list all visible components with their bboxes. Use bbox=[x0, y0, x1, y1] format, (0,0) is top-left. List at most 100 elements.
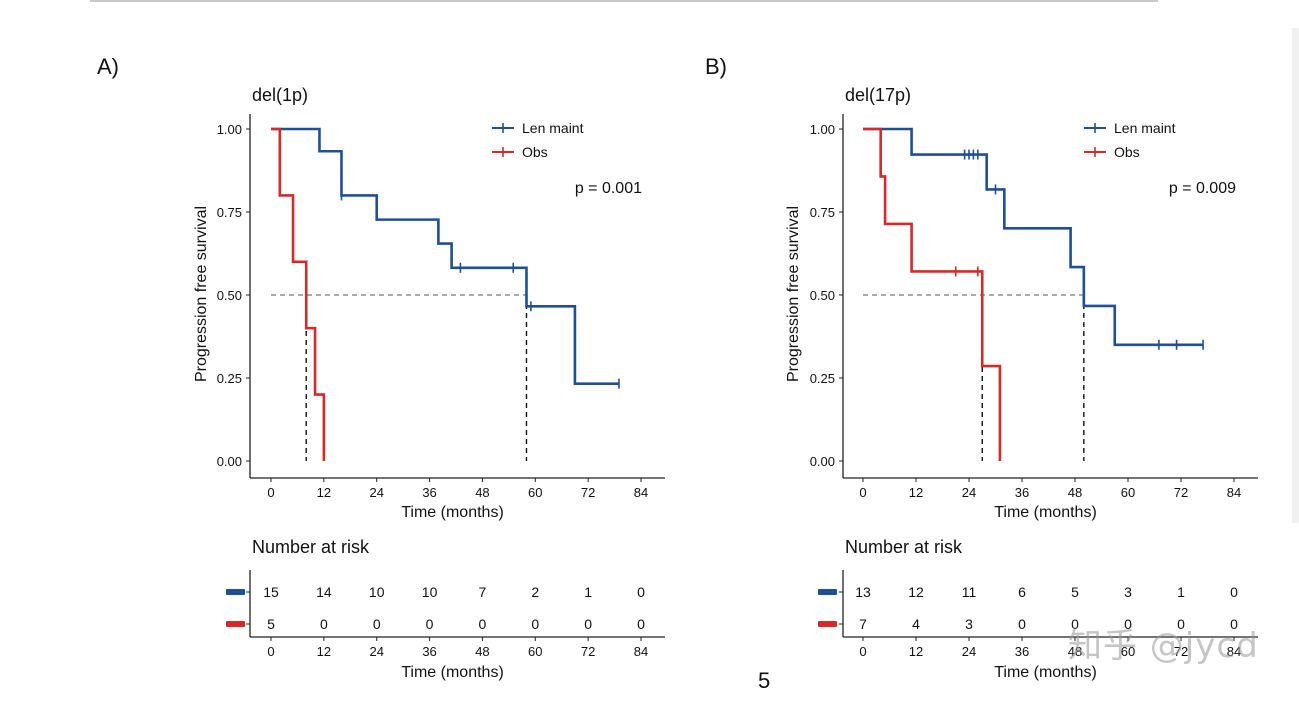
risk-count: 5 bbox=[1071, 584, 1079, 600]
risk-count: 7 bbox=[479, 584, 487, 600]
risk-count: 0 bbox=[479, 616, 487, 632]
x-tick-label: 48 bbox=[475, 485, 489, 500]
risk-count: 0 bbox=[426, 616, 434, 632]
legend-label: Obs bbox=[1114, 144, 1140, 160]
risk-x-tick-label: 12 bbox=[909, 644, 923, 659]
risk-x-axis-label: Time (months) bbox=[994, 664, 1097, 681]
p-value-annotation: p = 0.009 bbox=[1169, 180, 1236, 197]
risk-x-tick-label: 12 bbox=[317, 644, 331, 659]
x-tick-label: 48 bbox=[1068, 485, 1082, 500]
risk-x-tick-label: 60 bbox=[528, 644, 542, 659]
p-value-annotation: p = 0.001 bbox=[575, 180, 642, 197]
x-tick-label: 24 bbox=[962, 485, 976, 500]
risk-count: 11 bbox=[962, 584, 977, 600]
risk-count: 13 bbox=[855, 584, 871, 600]
risk-count: 12 bbox=[908, 584, 924, 600]
risk-count: 3 bbox=[965, 616, 973, 632]
x-tick-label: 36 bbox=[422, 485, 436, 500]
y-tick-label: 0.00 bbox=[217, 454, 242, 469]
survival-curve-obs bbox=[863, 127, 1002, 461]
y-tick-label: 0.25 bbox=[217, 371, 242, 386]
top-rule bbox=[90, 0, 1158, 2]
risk-count: 1 bbox=[1177, 584, 1185, 600]
risk-count: 0 bbox=[373, 616, 381, 632]
risk-count: 0 bbox=[637, 584, 645, 600]
risk-x-tick-label: 60 bbox=[1121, 644, 1135, 659]
risk-count: 14 bbox=[316, 584, 332, 600]
survival-curve-obs bbox=[271, 127, 326, 461]
survival-curve-len-maint bbox=[863, 127, 1204, 347]
risk-row-swatch bbox=[226, 589, 245, 595]
x-tick-label: 72 bbox=[581, 485, 595, 500]
risk-count: 7 bbox=[859, 616, 867, 632]
risk-count: 0 bbox=[531, 616, 539, 632]
risk-x-tick-label: 0 bbox=[267, 644, 274, 659]
x-tick-label: 84 bbox=[634, 485, 648, 500]
risk-x-tick-label: 24 bbox=[962, 644, 976, 659]
risk-x-tick-label: 0 bbox=[859, 644, 866, 659]
risk-row-swatch bbox=[226, 621, 245, 627]
x-tick-label: 12 bbox=[909, 485, 923, 500]
risk-count: 15 bbox=[263, 584, 279, 600]
panel-label: A) bbox=[97, 54, 119, 79]
watermark-text: 知乎 @jycd bbox=[1068, 626, 1259, 666]
y-tick-label: 1.00 bbox=[217, 122, 242, 137]
x-tick-label: 72 bbox=[1174, 485, 1188, 500]
risk-count: 3 bbox=[1124, 584, 1132, 600]
risk-count: 6 bbox=[1018, 584, 1026, 600]
risk-x-tick-label: 36 bbox=[422, 644, 436, 659]
km-panel-b: B)del(17p)0.000.250.500.751.000 12 24 36 48 6… bbox=[705, 54, 1258, 681]
risk-x-tick-label: 36 bbox=[1015, 644, 1029, 659]
x-tick-label: 60 bbox=[528, 485, 542, 500]
x-tick-label: 24 bbox=[369, 485, 383, 500]
risk-x-axis-label: Time (months) bbox=[401, 664, 504, 681]
risk-x-tick-label: 48 bbox=[475, 644, 489, 659]
risk-count: 0 bbox=[1230, 616, 1238, 632]
risk-x-tick-label: 84 bbox=[634, 644, 648, 659]
x-tick-label: 0 bbox=[267, 485, 274, 500]
x-tick-label: 12 bbox=[317, 485, 331, 500]
risk-count: 10 bbox=[369, 584, 385, 600]
risk-count: 0 bbox=[320, 616, 328, 632]
panel-label: B) bbox=[705, 54, 727, 79]
page-number: 5 bbox=[758, 668, 771, 693]
risk-count: 0 bbox=[1124, 616, 1132, 632]
risk-table-title: Number at risk bbox=[252, 537, 370, 557]
survival-curve-len-maint bbox=[271, 127, 619, 385]
legend-label: Len maint bbox=[1114, 120, 1176, 136]
x-tick-label: 60 bbox=[1121, 485, 1135, 500]
y-tick-label: 0.00 bbox=[810, 454, 835, 469]
risk-count: 0 bbox=[637, 616, 645, 632]
y-tick-label: 0.25 bbox=[810, 371, 835, 386]
x-tick-label: 0 bbox=[859, 485, 866, 500]
x-axis-label: Time (months) bbox=[994, 504, 1097, 521]
y-tick-label: 0.50 bbox=[810, 288, 835, 303]
risk-x-tick-label: 72 bbox=[1174, 644, 1188, 659]
risk-count: 2 bbox=[531, 584, 539, 600]
legend-label: Len maint bbox=[522, 120, 584, 136]
risk-x-tick-label: 48 bbox=[1068, 644, 1082, 659]
legend-label: Obs bbox=[522, 144, 548, 160]
risk-count: 5 bbox=[267, 616, 275, 632]
risk-count: 0 bbox=[1018, 616, 1026, 632]
y-tick-label: 0.75 bbox=[217, 205, 242, 220]
risk-count: 10 bbox=[422, 584, 438, 600]
risk-count: 0 bbox=[1230, 584, 1238, 600]
risk-row-swatch bbox=[818, 589, 837, 595]
x-axis-label: Time (months) bbox=[401, 504, 504, 521]
chart-title: del(17p) bbox=[845, 85, 911, 105]
y-tick-label: 1.00 bbox=[810, 122, 835, 137]
risk-x-tick-label: 24 bbox=[369, 644, 383, 659]
risk-count: 0 bbox=[584, 616, 592, 632]
risk-table-title: Number at risk bbox=[845, 537, 963, 557]
risk-count: 0 bbox=[1071, 616, 1079, 632]
x-tick-label: 84 bbox=[1227, 485, 1241, 500]
risk-count: 4 bbox=[912, 616, 920, 632]
risk-count: 0 bbox=[1177, 616, 1185, 632]
risk-x-tick-label: 72 bbox=[581, 644, 595, 659]
y-axis-label: Progression free survival bbox=[785, 206, 802, 382]
x-tick-label: 36 bbox=[1015, 485, 1029, 500]
y-axis-label: Progression free survival bbox=[193, 206, 210, 382]
risk-x-tick-label: 84 bbox=[1227, 644, 1241, 659]
